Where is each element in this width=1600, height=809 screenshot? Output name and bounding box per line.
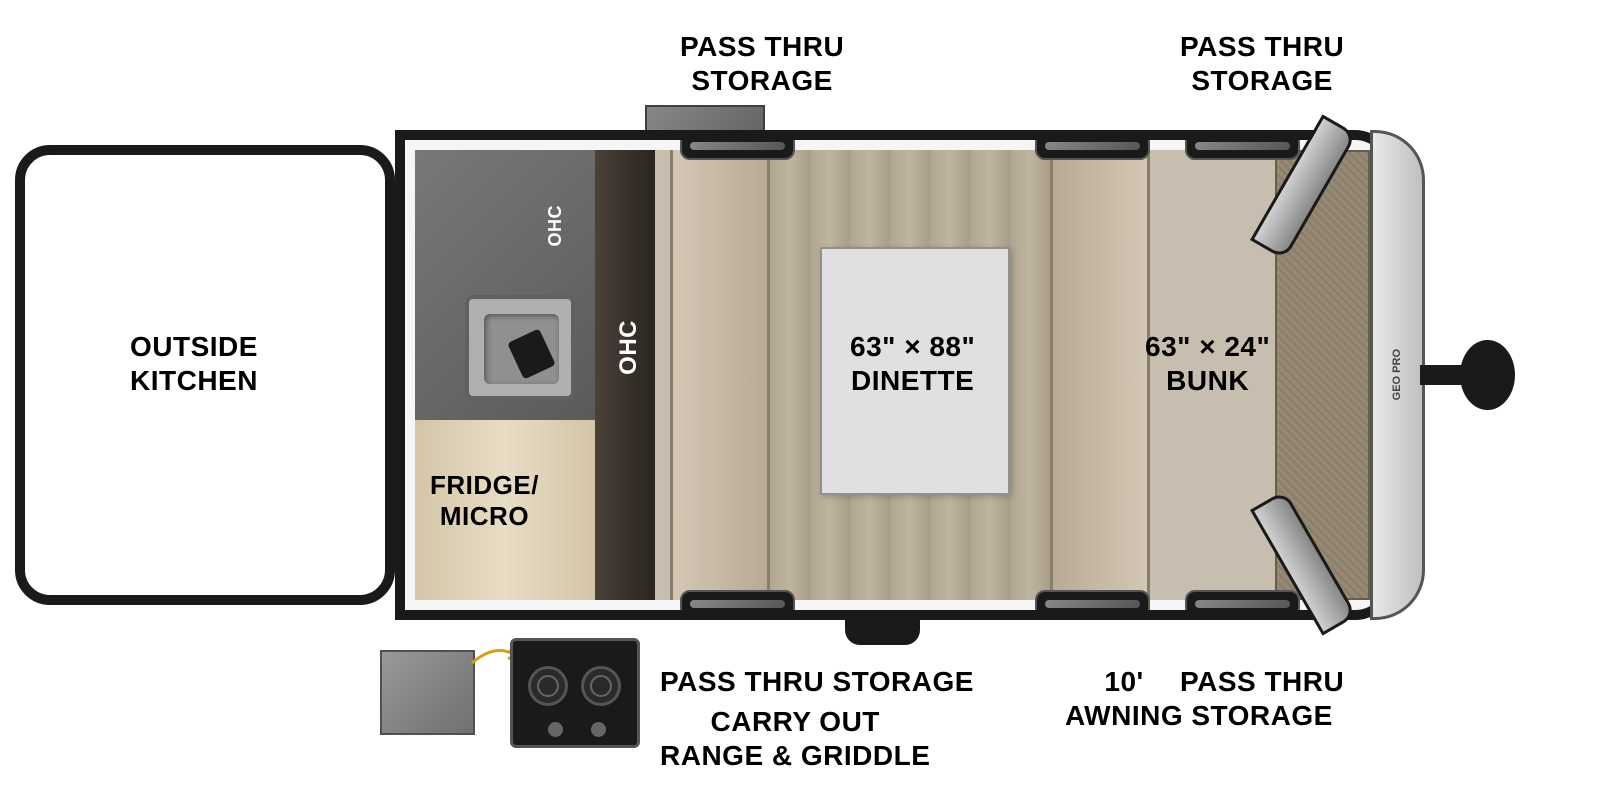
label-fridge-micro: FRIDGE/ MICRO <box>430 470 539 532</box>
sink <box>465 295 575 400</box>
range-case <box>380 650 475 735</box>
ohc-wall <box>595 150 655 600</box>
label-pass-thru-top-right: PASS THRU STORAGE <box>1180 30 1344 97</box>
wheel <box>845 620 920 645</box>
label-pass-thru-bottom-left: PASS THRU STORAGE <box>660 665 974 699</box>
label-carry-out: CARRY OUT RANGE & GRIDDLE <box>660 705 930 772</box>
window-bottom-3 <box>1185 590 1300 618</box>
label-bunk: 63" × 24" BUNK <box>1145 330 1270 397</box>
window-top-3 <box>1185 132 1300 160</box>
brand-badge: GEO PRO <box>1377 340 1417 410</box>
dinette-bench-left <box>670 150 770 600</box>
hitch <box>1420 335 1515 415</box>
label-ohc: OHC <box>615 320 644 375</box>
window-bottom-2 <box>1035 590 1150 618</box>
floorplan-diagram: GEO PRO PASS THRU STORAGE PASS THRU STOR… <box>0 0 1600 809</box>
label-pass-thru-top-left: PASS THRU STORAGE <box>680 30 844 97</box>
label-dinette: 63" × 88" DINETTE <box>850 330 975 397</box>
label-awning: 10' AWNING <box>1065 665 1183 732</box>
label-pass-thru-bottom-right: PASS THRU STORAGE <box>1180 665 1344 732</box>
label-outside-kitchen: OUTSIDE KITCHEN <box>130 330 258 397</box>
window-bottom-1 <box>680 590 795 618</box>
window-top-1 <box>680 132 795 160</box>
window-top-2 <box>1035 132 1150 160</box>
dinette-bench-right <box>1050 150 1150 600</box>
griddle <box>510 638 640 748</box>
label-ohc-small: OHC <box>545 205 567 247</box>
